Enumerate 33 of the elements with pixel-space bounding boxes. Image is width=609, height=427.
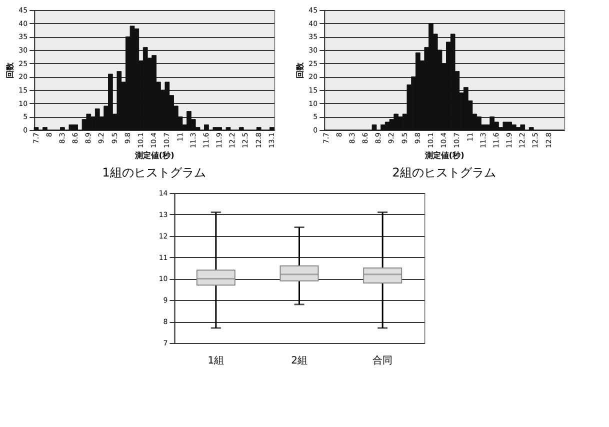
bar	[238, 127, 244, 130]
bar	[528, 127, 534, 130]
bar	[372, 124, 377, 130]
bar	[502, 122, 508, 130]
bar	[34, 127, 39, 130]
x-axis-title: 測定値(秒)	[424, 150, 464, 160]
bar	[450, 34, 456, 130]
text: 2組のヒストグラム	[392, 166, 496, 180]
bar	[516, 127, 521, 130]
bar	[415, 52, 420, 130]
bar	[269, 127, 274, 130]
x-tick-label: 1組	[208, 356, 224, 366]
bar	[42, 127, 48, 130]
bar	[204, 124, 209, 130]
bar	[256, 127, 262, 130]
text: 1組のヒストグラム	[102, 166, 206, 180]
bar	[164, 82, 170, 130]
bar	[511, 124, 516, 130]
bar	[116, 71, 122, 130]
bar	[68, 124, 74, 130]
x-axis-title: 測定値(秒)	[134, 150, 174, 160]
bar	[212, 127, 218, 130]
bar	[226, 127, 231, 130]
y-axis-title: 回数	[296, 62, 305, 78]
x-tick-label: 2組	[291, 356, 308, 366]
bar	[60, 127, 65, 130]
y-axis-title: 回数	[6, 62, 15, 78]
bar	[86, 114, 92, 130]
bar	[520, 124, 526, 130]
bar	[380, 124, 386, 130]
bar	[94, 108, 100, 130]
x-tick-label: 合同	[372, 354, 393, 366]
bar	[134, 28, 140, 130]
